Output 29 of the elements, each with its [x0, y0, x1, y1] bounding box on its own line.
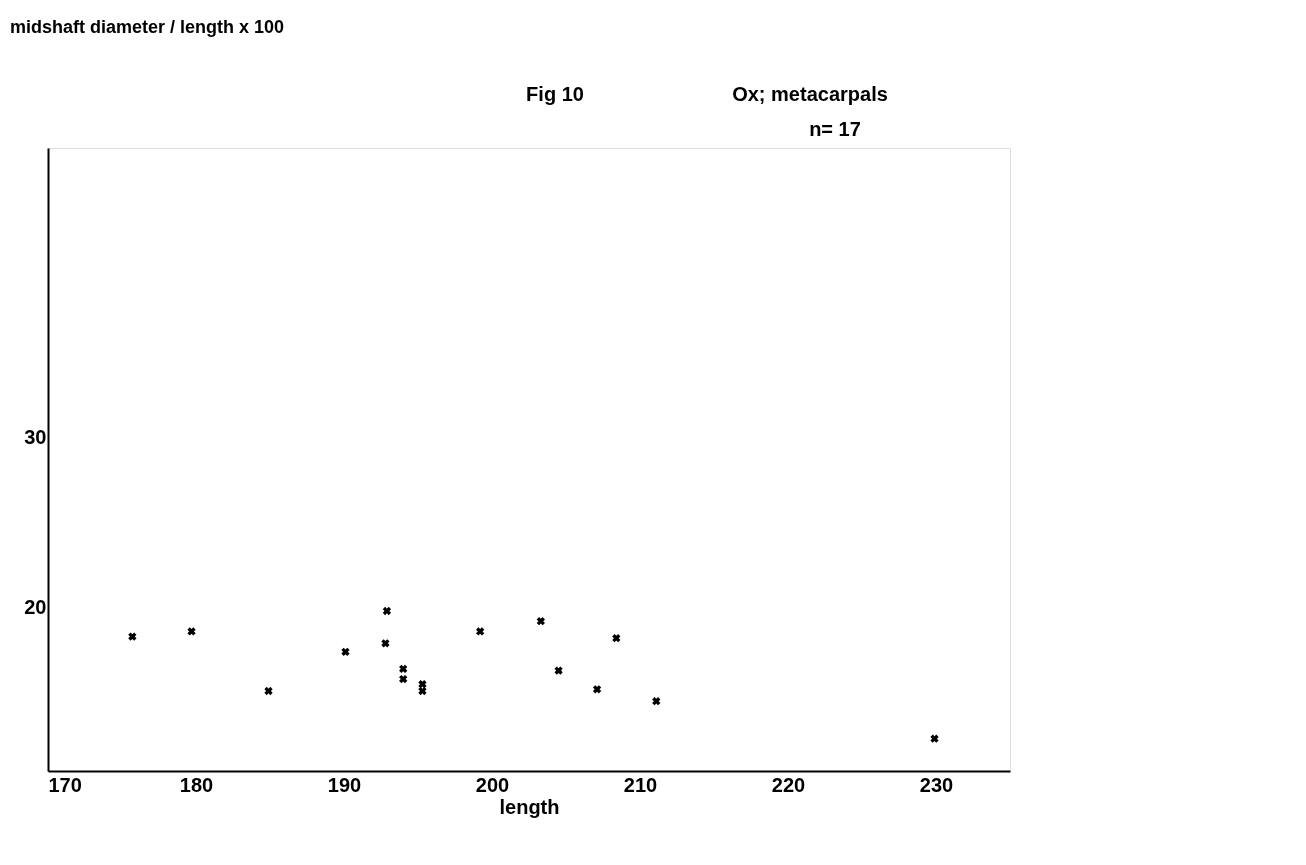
- point: [399, 674, 408, 684]
- text: n= 17: [809, 118, 861, 140]
- text: midshaft diameter / length x 100: [10, 17, 285, 37]
- point: [476, 627, 485, 636]
- point: [341, 647, 350, 656]
- chart-title: Fig 10: [526, 83, 584, 105]
- point: [612, 634, 621, 643]
- point: [187, 627, 196, 636]
- point: [554, 666, 563, 675]
- point: [592, 685, 602, 694]
- point: [381, 639, 390, 648]
- x-tick-label: 200: [475, 773, 510, 796]
- point: [536, 617, 545, 626]
- x-tick-label: 180: [179, 773, 214, 796]
- x-tick-label: 220: [771, 773, 806, 796]
- point: [382, 606, 392, 616]
- x-tick-label: 170: [48, 773, 82, 796]
- x-tick-label: 210: [623, 773, 658, 796]
- y-tick-label: 20: [24, 596, 47, 619]
- y-tick-label: 30: [24, 425, 47, 448]
- x-tick-label: 190: [327, 773, 362, 796]
- point: [418, 680, 427, 689]
- x-axis-title: length: [499, 795, 560, 818]
- point: [399, 664, 408, 674]
- chart-subtitle: Ox; metacarpals: [732, 83, 888, 105]
- x-tick-label: 230: [919, 773, 954, 796]
- point: [128, 632, 137, 641]
- point: [652, 697, 661, 706]
- point: [930, 734, 939, 743]
